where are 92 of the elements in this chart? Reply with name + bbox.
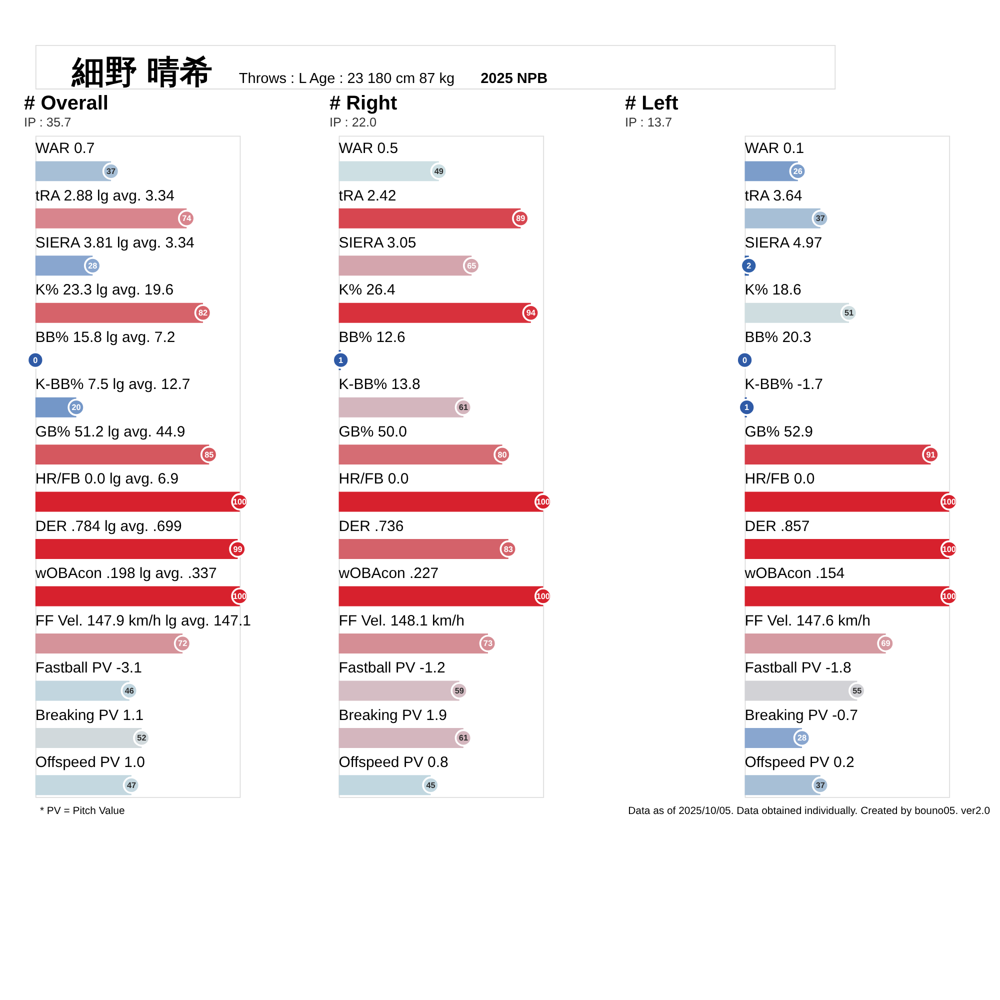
y-tick-label: HR/FB 0.0 — [744, 470, 815, 488]
y-tick-label: Breaking PV -0.7 — [744, 706, 858, 724]
data-label: 61 — [458, 403, 468, 412]
y-tick-label: FF Vel. 148.1 km/h — [338, 612, 464, 630]
y-tick-label: tRA 2.88 lg avg. 3.34 — [35, 187, 174, 204]
data-label: 94 — [526, 308, 536, 318]
data-label: 69 — [881, 639, 891, 648]
data-label: 37 — [816, 780, 826, 790]
y-tick-label: Fastball PV -1.8 — [744, 660, 852, 677]
y-tick-label: FF Vel. 147.6 km/h — [744, 612, 870, 630]
y-tick-label: DER .857 — [744, 518, 810, 535]
data-label: 28 — [88, 261, 98, 270]
data-label: 28 — [797, 734, 807, 743]
y-tick-label: WAR 0.5 — [338, 140, 398, 158]
data-label: 46 — [124, 686, 134, 696]
data-label: 72 — [178, 639, 188, 648]
data-label: 47 — [126, 780, 136, 790]
y-tick-label: BB% 20.3 — [744, 328, 812, 346]
y-tick-label: Breaking PV 1.1 — [35, 706, 144, 724]
data-label: 91 — [926, 450, 936, 460]
chart-subtitle: IP : 35.7 — [24, 114, 72, 130]
data-label: 100 — [232, 592, 248, 601]
data-label: 51 — [844, 308, 854, 318]
text: 細野 晴希 — [70, 53, 213, 90]
y-tick-label: Offspeed PV 1.0 — [35, 754, 145, 772]
text: Data as of 2025/10/05. Data obtained individually. Created by bouno05. ver2.0 — [628, 806, 990, 818]
y-tick-label: GB% 50.0 — [338, 423, 408, 440]
data-label: 61 — [458, 734, 468, 743]
data-label: 59 — [454, 686, 464, 696]
chart-title: # Right — [329, 92, 398, 114]
y-tick-label: Fastball PV -3.1 — [35, 660, 142, 677]
data-label: 100 — [942, 498, 956, 507]
y-tick-label: SIERA 3.81 lg avg. 3.34 — [35, 234, 194, 252]
y-tick-label: wOBAcon .198 lg avg. .337 — [34, 565, 217, 582]
data-label: 100 — [942, 544, 956, 554]
data-label: 85 — [204, 450, 214, 460]
data-label: 49 — [434, 166, 444, 176]
chart-subtitle: IP : 22.0 — [329, 114, 377, 130]
data-label: 74 — [182, 214, 192, 224]
data-label: 83 — [504, 544, 514, 554]
data-label: 80 — [498, 450, 508, 460]
data-label: 100 — [536, 498, 550, 507]
y-tick-label: tRA 3.64 — [744, 187, 802, 204]
y-tick-label: DER .736 — [338, 518, 404, 535]
y-tick-label: K% 23.3 lg avg. 19.6 — [35, 282, 174, 299]
y-tick-label: SIERA 4.97 — [744, 234, 822, 252]
text: Throws : L Age : 23 180 cm 87 kg — [238, 71, 455, 88]
data-label: 52 — [137, 734, 147, 743]
data-label: 65 — [467, 261, 477, 270]
y-tick-label: Breaking PV 1.9 — [338, 706, 447, 724]
y-tick-label: Fastball PV -1.2 — [338, 660, 446, 677]
data-label: 0 — [742, 356, 748, 365]
chart-title: # Overall — [24, 92, 108, 114]
chart-title: # Left — [624, 92, 679, 114]
y-tick-label: FF Vel. 147.9 km/h lg avg. 147.1 — [35, 612, 251, 630]
y-tick-label: K% 18.6 — [744, 282, 802, 299]
y-tick-label: K-BB% 7.5 lg avg. 12.7 — [35, 376, 190, 394]
data-label: 100 — [942, 592, 956, 601]
chart-subtitle: IP : 13.7 — [624, 114, 672, 130]
y-tick-label: K% 26.4 — [338, 282, 396, 299]
data-label: 45 — [426, 780, 436, 790]
y-tick-label: K-BB% 13.8 — [338, 376, 420, 394]
y-tick-label: GB% 52.9 — [744, 423, 814, 440]
data-label: 100 — [536, 592, 550, 601]
data-label: 26 — [793, 166, 803, 176]
y-tick-label: BB% 12.6 — [338, 328, 406, 346]
data-label: 37 — [106, 166, 116, 176]
data-label: 99 — [233, 544, 243, 554]
data-label: 20 — [72, 403, 82, 412]
data-label: 82 — [198, 308, 208, 318]
y-tick-label: tRA 2.42 — [338, 187, 396, 204]
data-label: 73 — [483, 639, 493, 648]
data-label: 37 — [816, 214, 826, 224]
data-label: 100 — [232, 498, 248, 507]
y-tick-label: GB% 51.2 lg avg. 44.9 — [35, 423, 186, 440]
y-tick-label: HR/FB 0.0 lg avg. 6.9 — [35, 470, 179, 488]
y-tick-label: DER .784 lg avg. .699 — [35, 518, 182, 535]
text: * PV = Pitch Value — [40, 806, 125, 818]
data-label: 0 — [33, 356, 38, 365]
y-tick-label: HR/FB 0.0 — [338, 470, 409, 488]
y-tick-label: K-BB% -1.7 — [744, 376, 823, 394]
y-tick-label: Offspeed PV 0.2 — [744, 754, 854, 772]
y-tick-label: WAR 0.1 — [744, 140, 804, 158]
y-tick-label: Offspeed PV 0.8 — [338, 754, 448, 772]
text: 2025 NPB — [480, 71, 548, 88]
y-tick-label: BB% 15.8 lg avg. 7.2 — [35, 328, 176, 346]
y-tick-label: wOBAcon .227 — [338, 565, 439, 582]
data-label: 89 — [516, 214, 526, 224]
y-tick-label: wOBAcon .154 — [744, 565, 845, 582]
y-tick-label: SIERA 3.05 — [338, 234, 416, 252]
data-label: 55 — [852, 686, 862, 696]
y-tick-label: WAR 0.7 — [35, 140, 95, 158]
